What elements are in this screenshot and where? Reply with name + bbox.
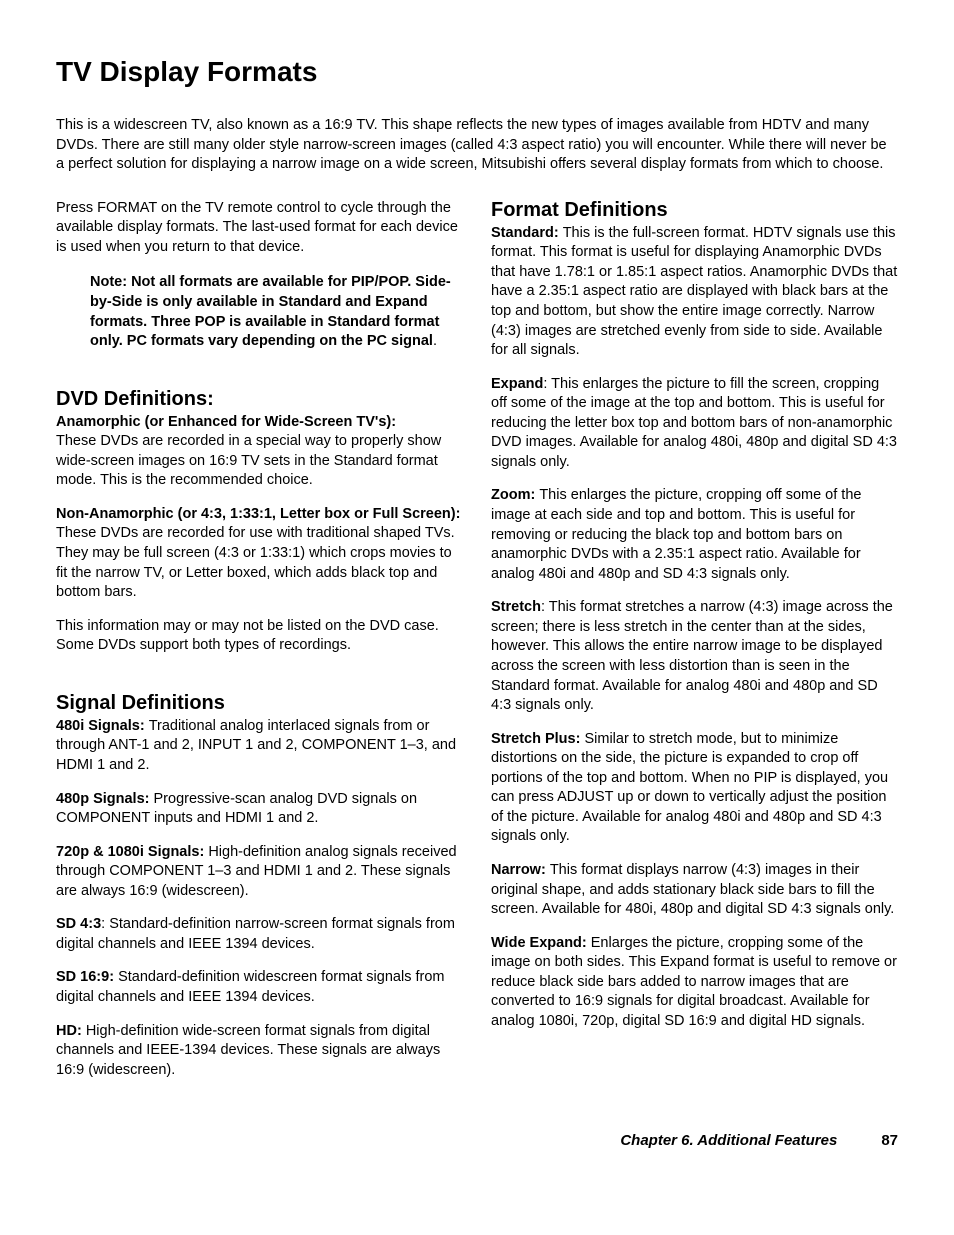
signal-def-720p-1080i: 720p & 1080i Signals: High-definition an…	[56, 843, 463, 902]
dvd-def-non-anamorphic: Non-Anamorphic (or 4:3, 1:33:1, Letter b…	[56, 505, 463, 603]
def-body: This format displays narrow (4:3) images…	[491, 862, 894, 917]
signal-def-480i: 480i Signals: Traditional analog interla…	[56, 717, 463, 776]
def-body: : Standard-definition narrow-screen form…	[56, 916, 455, 952]
signal-def-sd43: SD 4:3: Standard-definition narrow-scree…	[56, 915, 463, 954]
def-body: Similar to stretch mode, but to minimize…	[491, 731, 888, 845]
footer-chapter: Chapter 6. Additional Features	[620, 1132, 837, 1149]
def-term: Narrow:	[491, 862, 550, 878]
def-term: Standard:	[491, 225, 563, 241]
signal-definitions-heading: Signal Definitions	[56, 692, 463, 715]
note-block: Note: Not all formats are available for …	[56, 273, 463, 351]
def-body: These DVDs are recorded for use with tra…	[56, 525, 455, 600]
def-term: Non-Anamorphic (or 4:3, 1:33:1, Letter b…	[56, 506, 460, 522]
footer-page-number: 87	[881, 1132, 898, 1149]
right-column: Format Definitions Standard: This is the…	[491, 199, 898, 1095]
press-format-paragraph: Press FORMAT on the TV remote control to…	[56, 199, 463, 258]
def-term: Expand	[491, 376, 543, 392]
def-term: SD 4:3	[56, 916, 101, 932]
format-definitions-heading: Format Definitions	[491, 199, 898, 222]
def-body: This enlarges the picture, cropping off …	[491, 487, 861, 581]
def-term: Wide Expand:	[491, 935, 591, 951]
note-bold-text: Note: Not all formats are available for …	[90, 274, 451, 349]
two-column-layout: Press FORMAT on the TV remote control to…	[56, 199, 898, 1095]
def-term: 480p Signals:	[56, 791, 154, 807]
format-def-stretch: Stretch: This format stretches a narrow …	[491, 598, 898, 715]
format-def-expand: Expand: This enlarges the picture to fil…	[491, 375, 898, 473]
def-body: : This enlarges the picture to fill the …	[491, 376, 897, 470]
dvd-definitions-heading: DVD Definitions:	[56, 388, 463, 411]
def-term: 480i Signals:	[56, 718, 149, 734]
page-footer: Chapter 6. Additional Features 87	[56, 1132, 898, 1149]
format-def-wide-expand: Wide Expand: Enlarges the picture, cropp…	[491, 934, 898, 1032]
def-body: High-definition wide-screen format signa…	[56, 1023, 440, 1078]
document-page: TV Display Formats This is a widescreen …	[0, 0, 954, 1189]
signal-def-sd169: SD 16:9: Standard-definition widescreen …	[56, 968, 463, 1007]
def-term: Zoom:	[491, 487, 539, 503]
format-def-stretch-plus: Stretch Plus: Similar to stretch mode, b…	[491, 730, 898, 847]
dvd-def-anamorphic: Anamorphic (or Enhanced for Wide-Screen …	[56, 413, 463, 491]
intro-paragraph: This is a widescreen TV, also known as a…	[56, 116, 898, 175]
dvd-note-paragraph: This information may or may not be liste…	[56, 617, 463, 656]
def-term: Stretch Plus:	[491, 731, 584, 747]
signal-def-hd: HD: High-definition wide-screen format s…	[56, 1022, 463, 1081]
format-def-narrow: Narrow: This format displays narrow (4:3…	[491, 861, 898, 920]
format-def-standard: Standard: This is the full-screen format…	[491, 224, 898, 361]
def-term: SD 16:9:	[56, 969, 118, 985]
format-def-zoom: Zoom: This enlarges the picture, croppin…	[491, 486, 898, 584]
def-term: 720p & 1080i Signals:	[56, 844, 208, 860]
def-body: This is the full-screen format. HDTV sig…	[491, 225, 897, 358]
def-term: HD:	[56, 1023, 86, 1039]
def-term: Anamorphic (or Enhanced for Wide-Screen …	[56, 414, 396, 430]
def-body: These DVDs are recorded in a special way…	[56, 433, 441, 488]
def-body: : This format stretches a narrow (4:3) i…	[491, 599, 893, 713]
page-title: TV Display Formats	[56, 56, 898, 88]
def-term: Stretch	[491, 599, 541, 615]
note-trail: .	[433, 333, 437, 349]
left-column: Press FORMAT on the TV remote control to…	[56, 199, 463, 1095]
signal-def-480p: 480p Signals: Progressive-scan analog DV…	[56, 790, 463, 829]
